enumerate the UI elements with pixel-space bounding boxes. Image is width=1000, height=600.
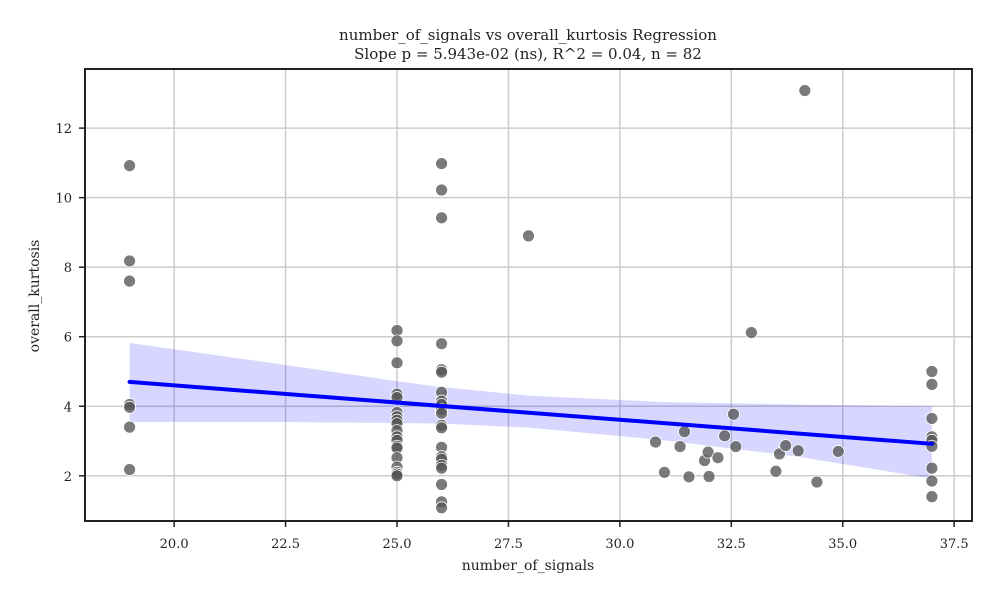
y-tick-label: 2 [64,470,72,485]
data-point [123,254,136,268]
data-point [123,463,136,476]
regression-line [127,379,934,446]
data-point [390,469,404,483]
x-axis-ticks: 20.0 22.5 25.0 27.5 30.0 32.5 35.0 37.5 [160,521,969,552]
confidence-band-layer [129,343,932,479]
data-point [711,451,725,465]
data-point [925,412,939,425]
data-point [435,421,448,435]
data-point [435,183,448,197]
y-tick-label: 10 [55,192,72,207]
data-point [701,445,715,459]
data-point [718,429,732,443]
regression-line-layer [127,379,934,446]
data-point [658,465,671,479]
data-point [435,461,448,475]
x-tick-label: 35.0 [828,537,857,552]
data-point [435,478,448,491]
plot-frame [84,68,973,522]
data-point [649,435,662,449]
x-tick-label: 30.0 [605,537,634,552]
data-point [435,501,448,515]
y-tick-label: 6 [64,331,72,346]
data-point [390,334,404,348]
y-tick-label: 4 [64,400,72,415]
data-point [682,470,696,484]
data-point [798,84,812,97]
chart-subtitle: Slope p = 5.943e-02 (ns), R^2 = 0.04, n … [354,45,702,63]
x-tick-label: 27.5 [494,537,523,552]
y-tick-label: 12 [55,122,72,137]
x-tick-label: 32.5 [717,537,746,552]
data-point [744,326,758,339]
x-tick-label: 25.0 [383,537,412,552]
data-point [925,490,939,504]
data-point [435,157,448,170]
x-tick-label: 37.5 [940,537,969,552]
data-point [831,445,845,458]
data-point [925,474,939,488]
data-point [810,475,824,489]
data-point [791,444,805,458]
data-point [123,159,136,173]
data-point [925,461,939,475]
data-point [727,407,740,421]
data-point [435,211,448,225]
data-point [123,400,136,414]
x-tick-label: 20.0 [160,537,189,552]
data-point [702,470,716,483]
data-point [769,464,783,478]
data-point [673,440,687,453]
y-tick-label: 8 [64,261,72,276]
data-point [678,425,691,439]
data-point [390,356,404,370]
x-axis-label: number_of_signals [462,558,595,574]
grid [85,69,972,521]
data-point [925,365,939,378]
data-point [435,337,448,351]
y-axis-ticks: 2 4 6 8 10 12 [55,122,85,485]
y-axis-label: overall_kurtosis [27,240,43,353]
x-tick-label: 22.5 [271,537,300,552]
data-point [435,365,448,379]
data-point [123,420,136,434]
data-point [522,229,535,243]
chart-title: number_of_signals vs overall_kurtosis Re… [339,26,717,44]
data-point [729,440,743,453]
data-point [925,377,939,391]
data-point [779,439,793,452]
confidence-band [129,343,932,479]
data-point [123,274,136,288]
data-point [435,406,448,420]
